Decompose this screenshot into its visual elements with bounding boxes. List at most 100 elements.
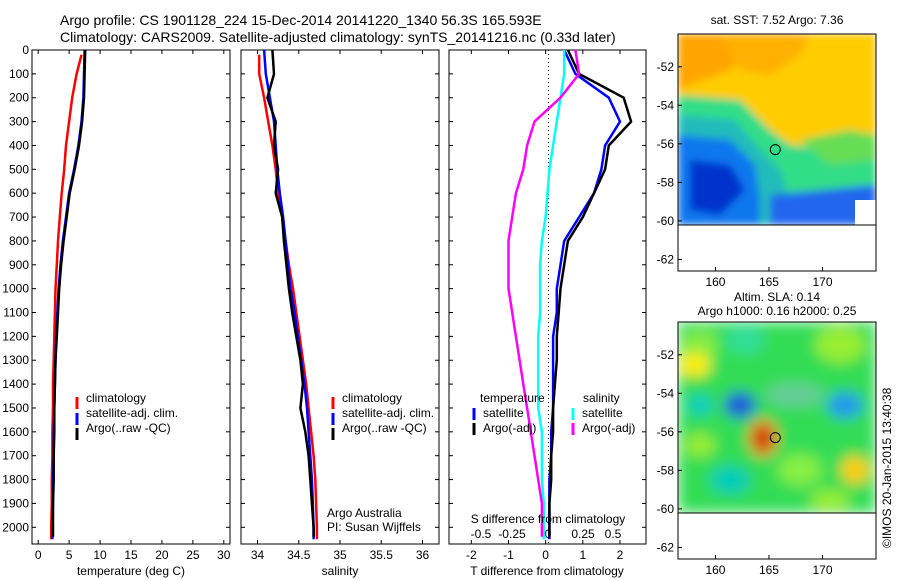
sla-map-outer bbox=[677, 321, 877, 560]
sla-map-subtitle: Argo h1000: 0.16 h2000: 0.25 bbox=[698, 304, 857, 318]
x-tick-label: 10 bbox=[93, 548, 107, 562]
series-line-argo bbox=[548, 49, 633, 537]
x-tick-label: 2 bbox=[617, 548, 624, 562]
lon-tick-label: 165 bbox=[759, 275, 779, 289]
salinity-panel: 34 34.5 35 35.5 36 salinity climatology sate… bbox=[240, 49, 440, 578]
depth-tick-label: 600 bbox=[9, 186, 29, 200]
x-tick-label: 30 bbox=[217, 548, 231, 562]
temperature-xlabel: temperature (deg C) bbox=[77, 564, 185, 578]
series-line-argo bbox=[266, 49, 315, 537]
sst-map: sat. SST: 7.52 Argo: 7.36 -52 -54 -56 -58 -6… bbox=[657, 13, 877, 289]
salinity-lines bbox=[257, 49, 319, 540]
depth-tick-label: 1700 bbox=[2, 449, 29, 463]
sla-field bbox=[678, 322, 876, 513]
x-tick-label: 35 bbox=[333, 548, 347, 562]
lat-tick-label: -60 bbox=[657, 502, 675, 516]
x-tick-label: -1 bbox=[503, 548, 514, 562]
temperature-ticks: 0 5 10 15 20 25 30 bbox=[32, 49, 231, 562]
depth-tick-label: 700 bbox=[9, 210, 29, 224]
series-line-sat_salinity bbox=[536, 50, 566, 540]
depth-tick-label: 0 bbox=[22, 43, 29, 57]
temperature-legend: climatology satellite-adj. clim. Argo(..… bbox=[75, 391, 178, 440]
lat-tick-label: -62 bbox=[657, 252, 675, 266]
lat-tick-label: -54 bbox=[657, 98, 675, 112]
lat-tick-label: -56 bbox=[657, 137, 675, 151]
lat-tick-label: -62 bbox=[657, 540, 675, 554]
depth-tick-label: 1400 bbox=[2, 377, 29, 391]
x-tick-label: 20 bbox=[155, 548, 169, 562]
series-line-climatology bbox=[49, 54, 83, 540]
sst-map-title: sat. SST: 7.52 Argo: 7.36 bbox=[711, 13, 844, 27]
legend-t-argo: Argo(-adj) bbox=[483, 421, 536, 435]
salinity-ticks: 34 34.5 35 35.5 36 bbox=[241, 49, 439, 562]
x-tick-label: 0 bbox=[35, 548, 42, 562]
depth-tick-label: 1100 bbox=[3, 306, 29, 320]
legend-salinity-heading: salinity bbox=[583, 391, 620, 405]
salinity-legend: climatology satellite-adj. clim. Argo(..… bbox=[331, 391, 434, 440]
depth-tick-label: 100 bbox=[9, 67, 29, 81]
depth-tick-label: 800 bbox=[9, 234, 29, 248]
difference-frame bbox=[448, 49, 647, 545]
lat-tick-label: -56 bbox=[657, 425, 675, 439]
s-tick-label: 0.25 bbox=[571, 527, 595, 541]
header-subtitle: Climatology: CARS2009. Satellite-adjuste… bbox=[60, 29, 616, 45]
lon-tick-label: 170 bbox=[812, 563, 832, 577]
lat-tick-label: -52 bbox=[657, 348, 675, 362]
lat-tick-label: -52 bbox=[657, 60, 675, 74]
lon-tick-label: 170 bbox=[812, 275, 832, 289]
x-tick-label: 34.5 bbox=[287, 548, 311, 562]
annotation-pi: PI: Susan Wijffels bbox=[327, 520, 421, 534]
depth-tick-label: 1500 bbox=[2, 401, 29, 415]
legend-temperature-heading: temperature bbox=[480, 391, 545, 405]
difference-lines bbox=[507, 49, 633, 540]
legend-satellite: satellite-adj. clim. bbox=[86, 406, 178, 420]
legend-argo: Argo(..raw -QC) bbox=[342, 421, 427, 435]
x-tick-label: 15 bbox=[124, 548, 138, 562]
sst-map-outer bbox=[677, 33, 877, 272]
lat-tick-label: -58 bbox=[657, 175, 675, 189]
depth-tick-label: 1000 bbox=[2, 282, 29, 296]
difference-legend-salinity: salinity satellite Argo(-adj) bbox=[571, 391, 635, 435]
temperature-frame bbox=[31, 49, 231, 545]
annotation-argo-australia: Argo Australia bbox=[327, 506, 402, 520]
sla-map-title: Altim. SLA: 0.14 bbox=[734, 290, 820, 304]
s-difference-xlabel: S difference from climatology bbox=[471, 512, 626, 526]
depth-tick-label: 500 bbox=[9, 162, 29, 176]
depth-tick-label: 1800 bbox=[2, 473, 29, 487]
lat-tick-label: -54 bbox=[657, 386, 675, 400]
s-tick-label: -0.5 bbox=[471, 527, 492, 541]
depth-tick-label: 900 bbox=[9, 258, 29, 272]
lon-tick-label: 160 bbox=[705, 563, 725, 577]
legend-t-satellite: satellite bbox=[483, 406, 524, 420]
s-tick-label: -0.25 bbox=[498, 527, 526, 541]
header-title: Argo profile: CS 1901128_224 15-Dec-2014… bbox=[60, 12, 542, 28]
depth-tick-label: 400 bbox=[9, 138, 29, 152]
depth-axis-labels: 0 100 200 300 400 500 600 700 800 900 1000 1100 1200… bbox=[2, 43, 29, 534]
difference-ticks: -2 -1 0 1 2 bbox=[449, 49, 646, 562]
lat-tick-label: -60 bbox=[657, 214, 675, 228]
depth-tick-label: 1200 bbox=[2, 329, 29, 343]
legend-satellite: satellite-adj. clim. bbox=[342, 406, 434, 420]
salinity-xlabel: salinity bbox=[322, 564, 359, 578]
legend-s-satellite: satellite bbox=[582, 406, 623, 420]
watermark: ©IMOS 20-Jan-2015 13:40:38 bbox=[880, 387, 894, 548]
sla-map-ticks: -52 -54 -56 -58 -60 -62 160 165 170 bbox=[657, 348, 833, 577]
sla-map: Altim. SLA: 0.14 Argo h1000: 0.16 h2000:… bbox=[657, 290, 877, 577]
series-line-argo bbox=[51, 49, 87, 537]
legend-climatology: climatology bbox=[342, 391, 402, 405]
s-difference-ticks: -0.5 -0.25 0 0.25 0.5 bbox=[471, 527, 622, 541]
temperature-panel: 0 5 10 15 20 25 30 temperature (deg C) climato… bbox=[31, 49, 231, 578]
lat-tick-label: -58 bbox=[657, 463, 675, 477]
depth-tick-label: 300 bbox=[9, 115, 29, 129]
legend-argo: Argo(..raw -QC) bbox=[86, 421, 171, 435]
difference-panel: -2 -1 0 1 2 T difference from climatology S … bbox=[448, 49, 647, 578]
x-tick-label: -2 bbox=[466, 548, 477, 562]
lon-tick-label: 165 bbox=[759, 563, 779, 577]
lon-tick-label: 160 bbox=[705, 275, 725, 289]
depth-tick-label: 1300 bbox=[2, 353, 29, 367]
legend-climatology: climatology bbox=[86, 391, 146, 405]
temperature-lines bbox=[49, 49, 87, 540]
x-tick-label: 25 bbox=[186, 548, 200, 562]
x-tick-label: 36 bbox=[416, 548, 430, 562]
depth-tick-label: 1900 bbox=[2, 496, 29, 510]
